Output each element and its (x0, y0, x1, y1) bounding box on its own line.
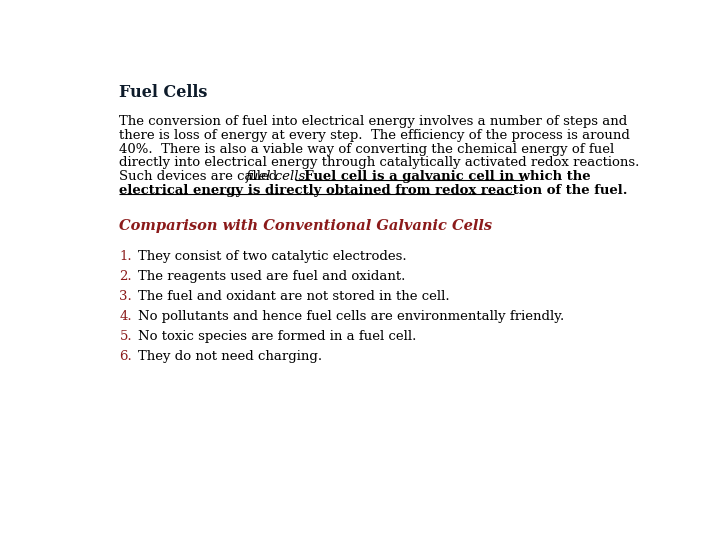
Text: there is loss of energy at every step.  The efficiency of the process is around: there is loss of energy at every step. T… (120, 129, 630, 141)
Text: Fuel cell is a galvanic cell in which the: Fuel cell is a galvanic cell in which th… (295, 170, 591, 183)
Text: 4.: 4. (120, 309, 132, 323)
Text: They do not need charging.: They do not need charging. (138, 350, 322, 363)
Text: No toxic species are formed in a fuel cell.: No toxic species are formed in a fuel ce… (138, 330, 416, 343)
Text: 40%.  There is also a viable way of converting the chemical energy of fuel: 40%. There is also a viable way of conve… (120, 143, 615, 156)
Text: 2.: 2. (120, 269, 132, 282)
Text: No pollutants and hence fuel cells are environmentally friendly.: No pollutants and hence fuel cells are e… (138, 309, 564, 323)
Text: 3.: 3. (120, 289, 132, 302)
Text: The fuel and oxidant are not stored in the cell.: The fuel and oxidant are not stored in t… (138, 289, 450, 302)
Text: The conversion of fuel into electrical energy involves a number of steps and: The conversion of fuel into electrical e… (120, 115, 628, 128)
Text: Comparison with Conventional Galvanic Cells: Comparison with Conventional Galvanic Ce… (120, 219, 492, 233)
Text: electrical energy is directly obtained from redox reaction of the fuel.: electrical energy is directly obtained f… (120, 184, 628, 197)
Text: fuel cells.: fuel cells. (246, 170, 310, 183)
Text: 5.: 5. (120, 330, 132, 343)
Text: 1.: 1. (120, 249, 132, 262)
Text: Fuel Cells: Fuel Cells (120, 84, 208, 101)
Text: The reagents used are fuel and oxidant.: The reagents used are fuel and oxidant. (138, 269, 405, 282)
Text: They consist of two catalytic electrodes.: They consist of two catalytic electrodes… (138, 249, 407, 262)
Text: 6.: 6. (120, 350, 132, 363)
Text: Such devices are called: Such devices are called (120, 170, 282, 183)
Text: directly into electrical energy through catalytically activated redox reactions.: directly into electrical energy through … (120, 157, 640, 170)
